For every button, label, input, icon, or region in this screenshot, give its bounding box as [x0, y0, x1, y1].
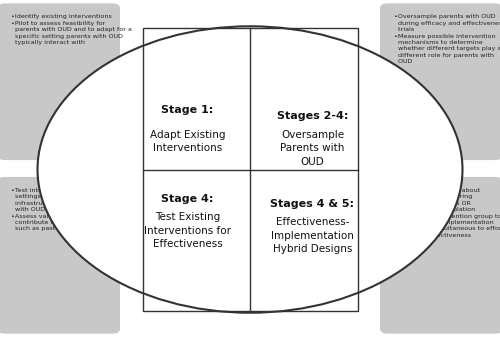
Bar — [142, 28, 358, 311]
Text: •Oversample parents with OUD
  during efficacy and effectiveness
  trials
•Measu: •Oversample parents with OUD during effi… — [394, 14, 500, 64]
Circle shape — [38, 26, 463, 313]
FancyBboxPatch shape — [380, 3, 500, 160]
Text: Stage 1:: Stage 1: — [162, 104, 214, 115]
Text: Stages 4 & 5:: Stages 4 & 5: — [270, 199, 354, 209]
Text: Stages 2-4:: Stages 2-4: — [277, 111, 348, 121]
Text: Adapt Existing
Interventions: Adapt Existing Interventions — [150, 130, 225, 153]
Text: Test Existing
Interventions for
Effectiveness: Test Existing Interventions for Effectiv… — [144, 212, 231, 249]
FancyBboxPatch shape — [0, 3, 120, 160]
Text: Stage 4:: Stage 4: — [162, 194, 214, 204]
Text: Oversample
Parents with
OUD: Oversample Parents with OUD — [280, 130, 344, 167]
FancyBboxPatch shape — [380, 177, 500, 334]
Text: •Collect information about
  implementation during
  effectiveness trials OR
•In: •Collect information about implementatio… — [394, 188, 500, 238]
Text: •Test interventions in real world
  settings using existing
  infrastructure use: •Test interventions in real world settin… — [11, 188, 126, 232]
Text: •Identify existing interventions
•Pilot to assess feasibility for
  parents with: •Identify existing interventions •Pilot … — [11, 14, 132, 45]
Text: Effectiveness-
Implementation
Hybrid Designs: Effectiveness- Implementation Hybrid Des… — [271, 217, 354, 254]
FancyBboxPatch shape — [0, 177, 120, 334]
